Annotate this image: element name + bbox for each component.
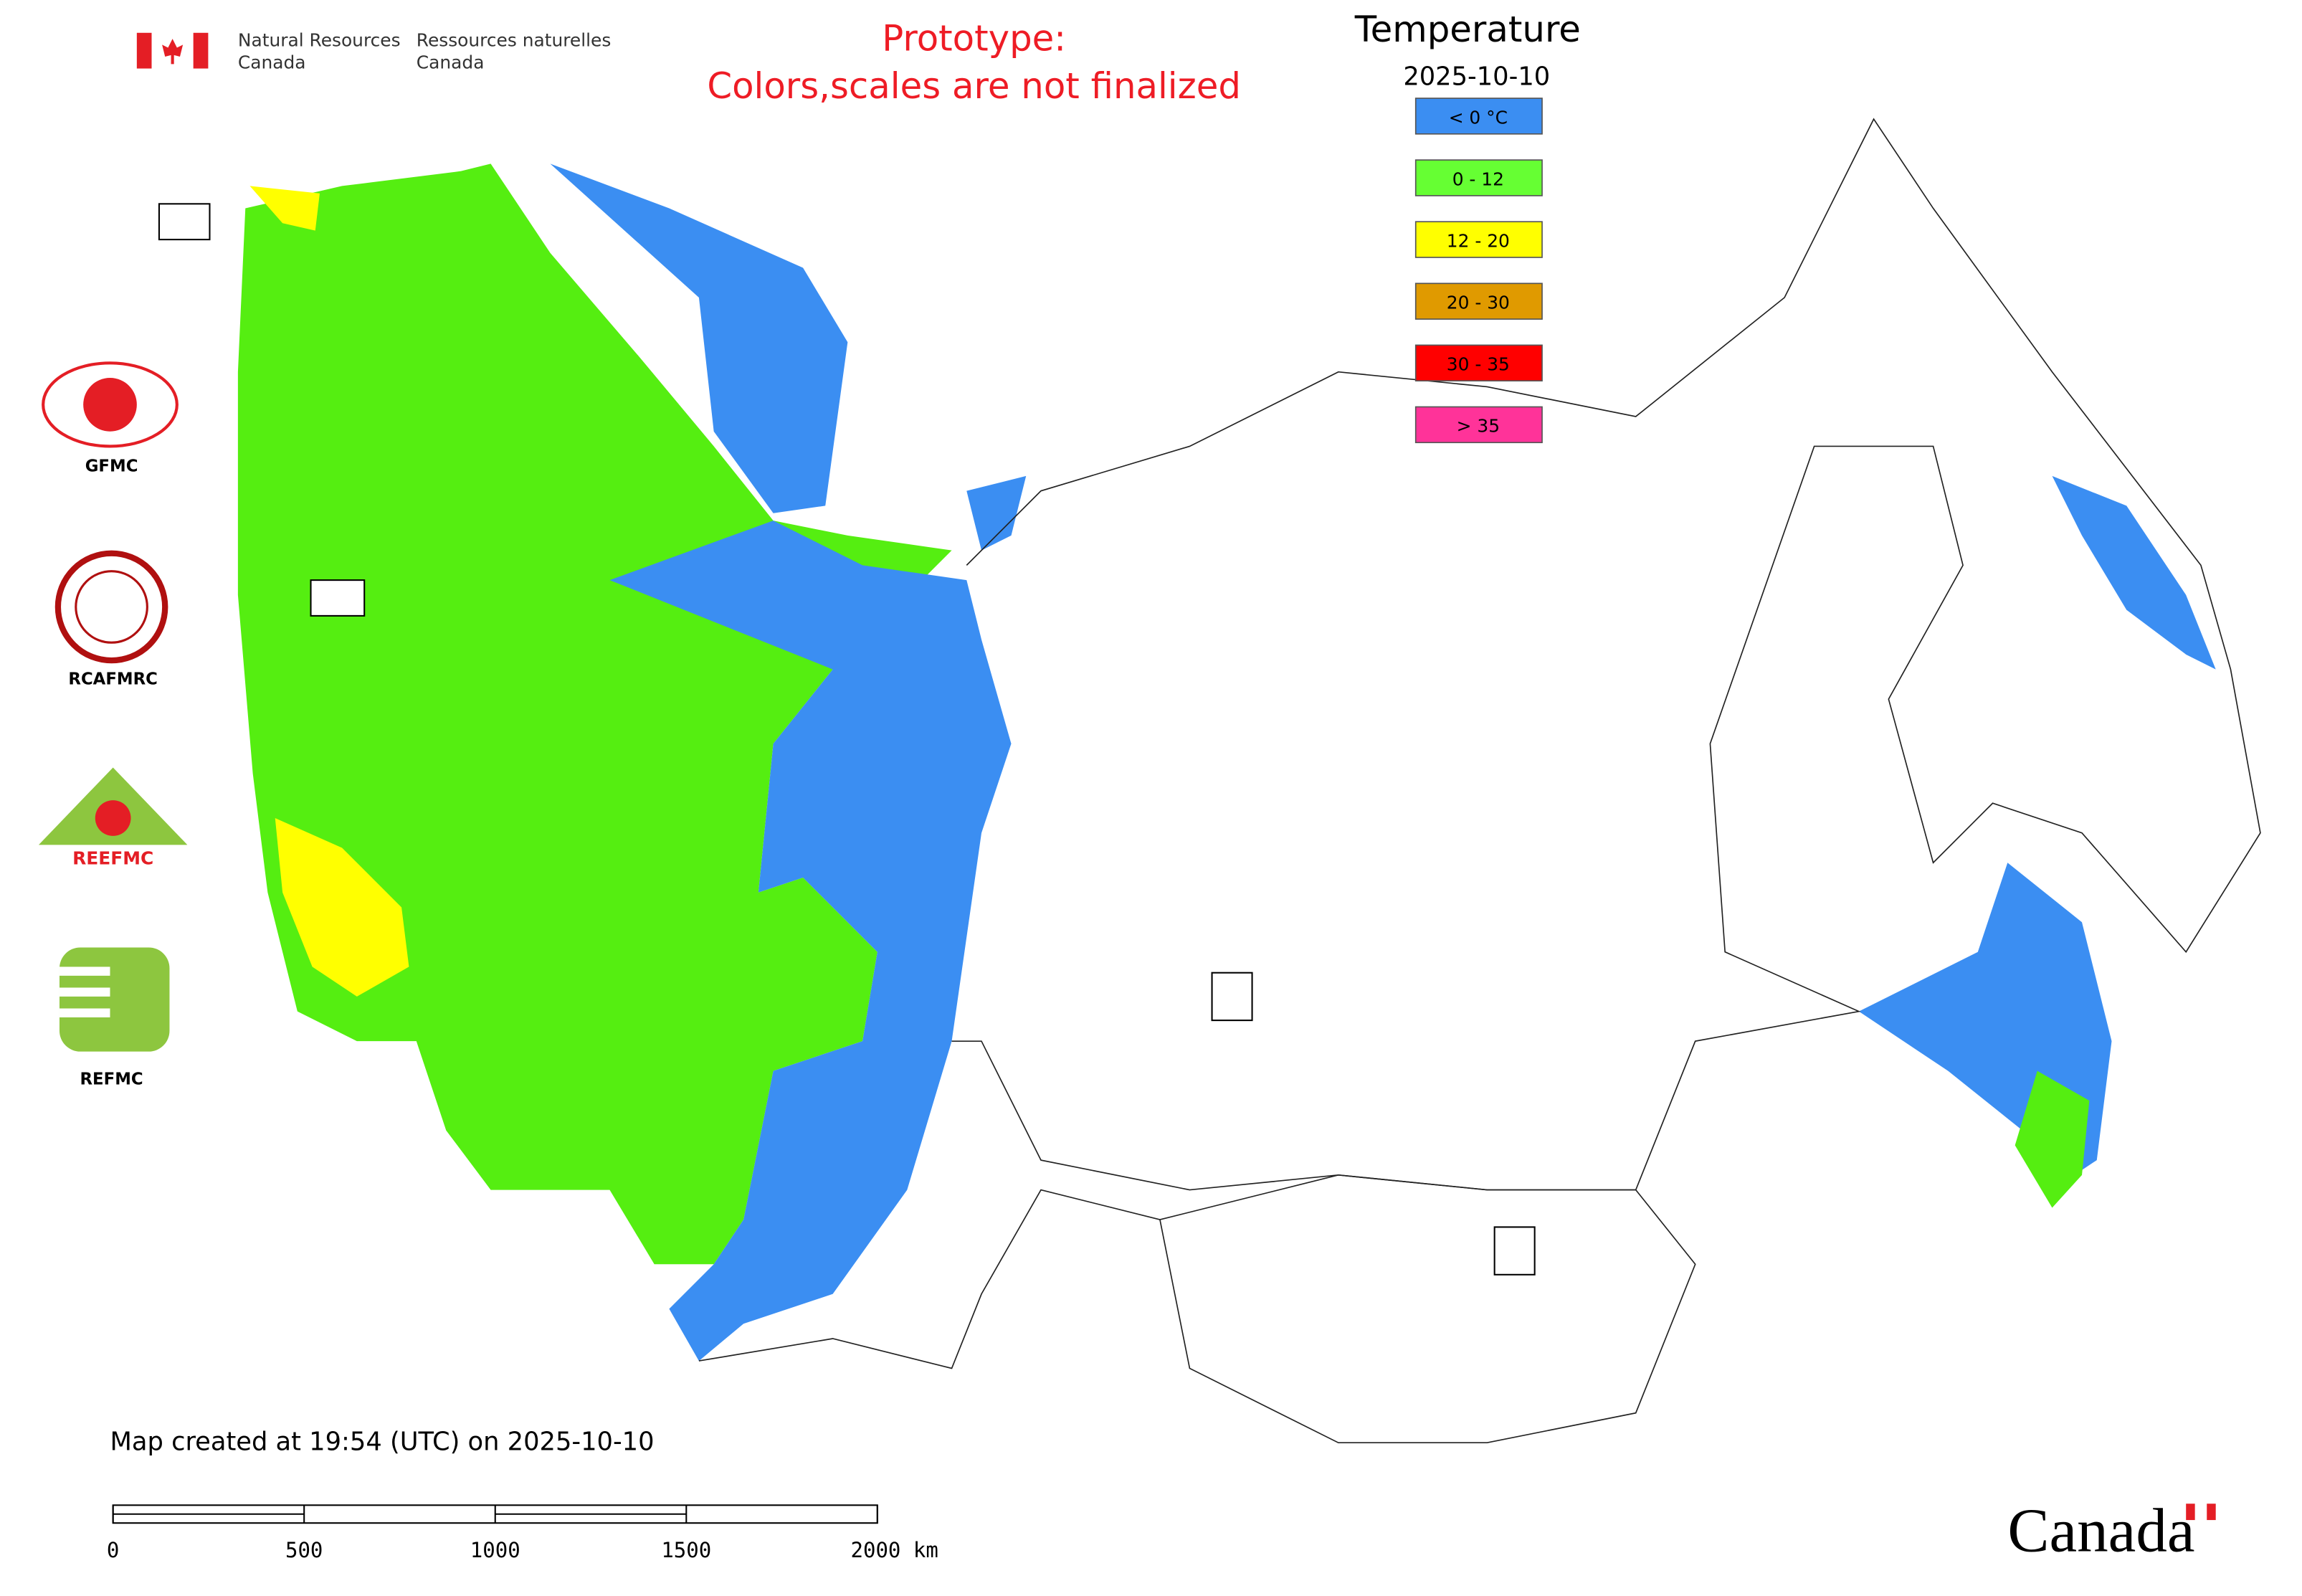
region-blue	[609, 521, 1012, 1362]
wordmark-flag	[2186, 1504, 2216, 1521]
region-yellow	[249, 186, 320, 231]
station-markers	[158, 203, 1536, 1276]
scale-label: 500	[285, 1538, 323, 1562]
legend-swatch	[1414, 282, 1543, 320]
legend: < 0 °C 0 - 12 12 - 20 20 - 30 30 - 35 > 35	[1414, 98, 1543, 444]
footer: Map created at 19:54 (UTC) on 2025-10-10	[110, 1428, 654, 1457]
map	[237, 118, 2261, 1444]
legend-label: < 0 °C	[1449, 107, 1508, 128]
region-blue	[550, 163, 848, 513]
logo-reefmc	[38, 767, 188, 845]
region-blue	[2052, 475, 2216, 670]
logo-label: GFMC	[85, 457, 138, 476]
logo-refmc	[59, 947, 170, 1052]
logo-label: REFMC	[80, 1070, 143, 1088]
legend-swatch	[1414, 344, 1543, 381]
agency-en: Canada	[238, 52, 306, 73]
legend-title: Temperature	[1354, 9, 1581, 50]
scale-label: 0	[107, 1538, 119, 1562]
legend-label: 30 - 35	[1447, 354, 1510, 375]
agency-en: Natural Resources	[238, 29, 401, 50]
header-flag	[136, 32, 209, 69]
notice: Prototype:	[882, 18, 1066, 60]
notice: Colors,scales are not finalized	[707, 65, 1241, 107]
legend-date: 2025-10-10	[1403, 62, 1550, 91]
logo-rcafmrc	[54, 550, 168, 664]
legend-label: 0 - 12	[1452, 168, 1504, 189]
legend-label: > 35	[1457, 416, 1500, 437]
region-green	[237, 163, 952, 1265]
logo-gfmc	[42, 361, 179, 448]
scale-bar: 0 500 1000 1500 2000 km	[107, 1504, 938, 1562]
agency-fr: Canada	[417, 52, 485, 73]
scale-label: 1000	[470, 1538, 520, 1562]
legend-label: 12 - 20	[1447, 230, 1510, 251]
logo-label: RCAFMRC	[68, 670, 157, 688]
scale-label: 2000 km	[850, 1538, 938, 1562]
region-yellow	[275, 818, 409, 997]
legend-swatch	[1414, 159, 1543, 196]
agency-fr: Ressources naturelles	[417, 29, 612, 50]
country-outline	[1159, 1174, 1696, 1444]
legend-swatch	[1414, 221, 1543, 258]
region-green	[2015, 1070, 2090, 1208]
wordmark: Canada	[2007, 1496, 2194, 1565]
region-blue	[966, 475, 1027, 551]
scale-label: 1500	[661, 1538, 711, 1562]
legend-swatch	[1414, 406, 1543, 444]
legend-swatch	[1414, 98, 1543, 135]
logo-text: REEFMC	[72, 847, 153, 868]
country-outline	[698, 1189, 1161, 1369]
legend-label: 20 - 30	[1447, 293, 1510, 313]
